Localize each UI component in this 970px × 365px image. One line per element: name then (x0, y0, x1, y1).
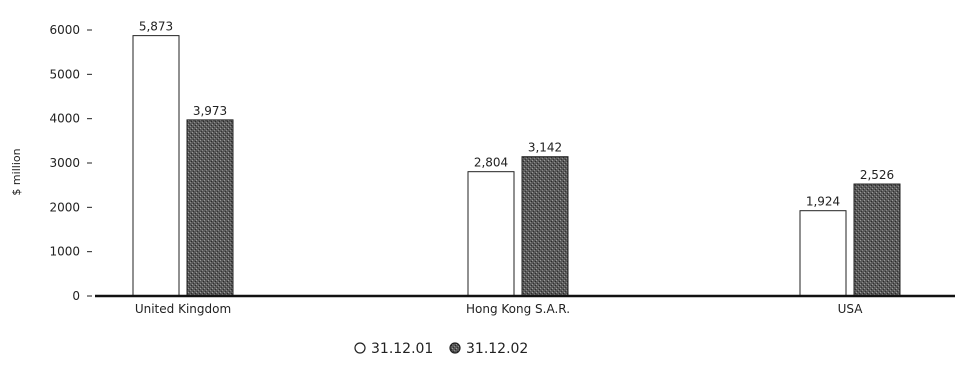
x-tick-label: Hong Kong S.A.R. (466, 302, 570, 316)
bar-value-label: 5,873 (139, 20, 173, 34)
bar-value-label: 3,973 (193, 104, 227, 118)
bar-value-label: 2,526 (860, 168, 894, 182)
bars-group: 5,873 3,973 2,804 3,142 1,924 2,526 (132, 20, 901, 297)
x-tick-label: United Kingdom (135, 302, 231, 316)
x-axis: United Kingdom Hong Kong S.A.R. USA (95, 294, 955, 316)
bar-value-label: 1,924 (806, 195, 840, 209)
bar-series-1 (799, 210, 847, 297)
y-axis: 0 1000 2000 3000 4000 5000 6000 (49, 23, 92, 303)
bar-series-2 (186, 119, 234, 297)
y-tick-label: 0 (72, 289, 80, 303)
bar-value-label: 3,142 (528, 141, 562, 155)
legend-label: 31.12.01 (371, 341, 433, 357)
y-tick-label: 3000 (49, 156, 80, 170)
bar-series-2 (853, 183, 901, 297)
legend-label: 31.12.02 (466, 341, 528, 357)
bar-series-1 (467, 171, 515, 297)
y-axis-title: $ million (10, 148, 23, 195)
y-tick-label: 1000 (49, 245, 80, 259)
legend: 31.12.01 31.12.02 (354, 341, 528, 357)
legend-marker (354, 342, 366, 354)
y-tick-label: 2000 (49, 200, 80, 214)
y-tick-label: 5000 (49, 67, 80, 81)
y-tick-label: 4000 (49, 112, 80, 126)
y-tick-label: 6000 (49, 23, 80, 37)
bar-series-2 (521, 156, 569, 297)
bar-value-label: 2,804 (474, 156, 508, 170)
legend-marker (449, 342, 461, 354)
bar-series-1 (132, 35, 180, 297)
x-tick-label: USA (838, 302, 864, 316)
